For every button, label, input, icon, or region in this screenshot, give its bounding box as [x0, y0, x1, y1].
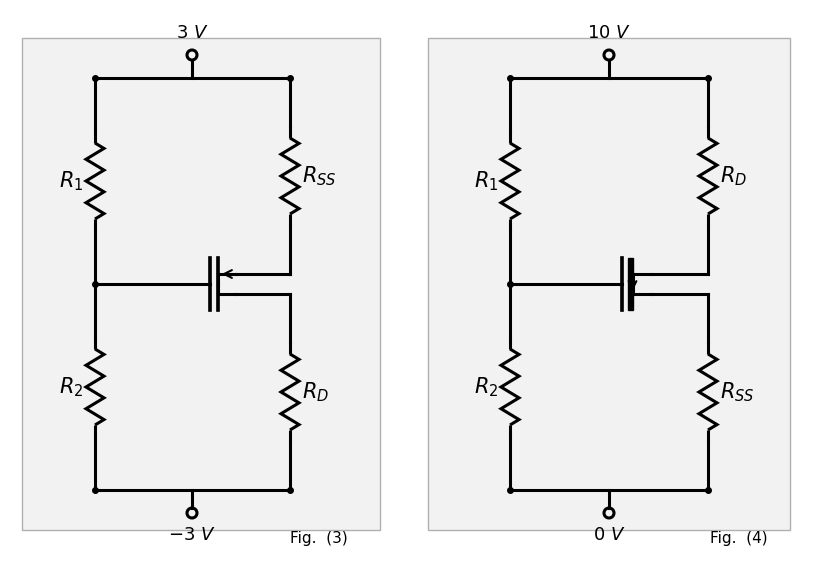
- Text: $\mathit{R_2}$: $\mathit{R_2}$: [473, 375, 498, 399]
- Text: $\mathit{3\ V}$: $\mathit{3\ V}$: [175, 24, 208, 42]
- Text: $\mathit{R_D}$: $\mathit{R_D}$: [720, 164, 747, 188]
- Text: $\mathit{R_{SS}}$: $\mathit{R_{SS}}$: [720, 380, 755, 404]
- Text: Fig.  (3): Fig. (3): [290, 531, 347, 546]
- Text: Fig.  (4): Fig. (4): [710, 531, 767, 546]
- Text: $\mathit{R_2}$: $\mathit{R_2}$: [58, 375, 83, 399]
- Text: $\mathit{R_1}$: $\mathit{R_1}$: [473, 169, 498, 193]
- Text: $\mathit{10\ V}$: $\mathit{10\ V}$: [587, 24, 631, 42]
- Text: $\mathit{R_D}$: $\mathit{R_D}$: [302, 380, 329, 404]
- Bar: [627, 258, 632, 310]
- Text: $\mathit{R_{SS}}$: $\mathit{R_{SS}}$: [302, 164, 337, 188]
- FancyBboxPatch shape: [428, 38, 790, 530]
- Text: $\mathit{0\ V}$: $\mathit{0\ V}$: [593, 526, 625, 544]
- FancyBboxPatch shape: [22, 38, 380, 530]
- Text: $\mathit{R_1}$: $\mathit{R_1}$: [58, 169, 83, 193]
- Text: $\mathit{-3\ V}$: $\mathit{-3\ V}$: [168, 526, 216, 544]
